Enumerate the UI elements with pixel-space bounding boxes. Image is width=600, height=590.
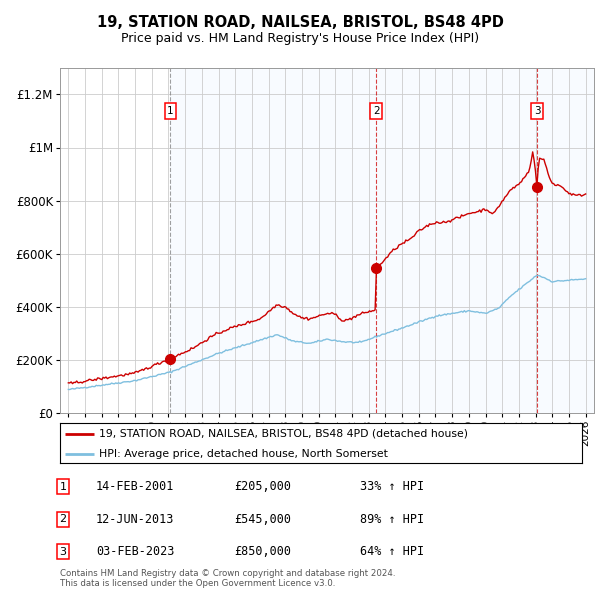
Text: 3: 3 <box>534 106 541 116</box>
Text: 89% ↑ HPI: 89% ↑ HPI <box>360 513 424 526</box>
Text: £205,000: £205,000 <box>234 480 291 493</box>
Text: 19, STATION ROAD, NAILSEA, BRISTOL, BS48 4PD: 19, STATION ROAD, NAILSEA, BRISTOL, BS48… <box>97 15 503 30</box>
Text: 33% ↑ HPI: 33% ↑ HPI <box>360 480 424 493</box>
Bar <box>376 68 537 413</box>
Text: 2: 2 <box>59 514 67 524</box>
Text: Contains HM Land Registry data © Crown copyright and database right 2024.: Contains HM Land Registry data © Crown c… <box>60 569 395 578</box>
Text: Price paid vs. HM Land Registry's House Price Index (HPI): Price paid vs. HM Land Registry's House … <box>121 32 479 45</box>
Text: 12-JUN-2013: 12-JUN-2013 <box>96 513 175 526</box>
Text: £850,000: £850,000 <box>234 545 291 558</box>
Text: 1: 1 <box>59 482 67 491</box>
Text: 14-FEB-2001: 14-FEB-2001 <box>96 480 175 493</box>
Bar <box>537 68 594 413</box>
Text: 1: 1 <box>167 106 174 116</box>
Text: 03-FEB-2023: 03-FEB-2023 <box>96 545 175 558</box>
Text: 3: 3 <box>59 547 67 556</box>
Text: 2: 2 <box>373 106 380 116</box>
Bar <box>170 68 376 413</box>
Text: 19, STATION ROAD, NAILSEA, BRISTOL, BS48 4PD (detached house): 19, STATION ROAD, NAILSEA, BRISTOL, BS48… <box>99 429 468 439</box>
Bar <box>537 68 594 413</box>
Text: HPI: Average price, detached house, North Somerset: HPI: Average price, detached house, Nort… <box>99 449 388 459</box>
Text: £545,000: £545,000 <box>234 513 291 526</box>
Text: This data is licensed under the Open Government Licence v3.0.: This data is licensed under the Open Gov… <box>60 579 335 588</box>
Text: 64% ↑ HPI: 64% ↑ HPI <box>360 545 424 558</box>
